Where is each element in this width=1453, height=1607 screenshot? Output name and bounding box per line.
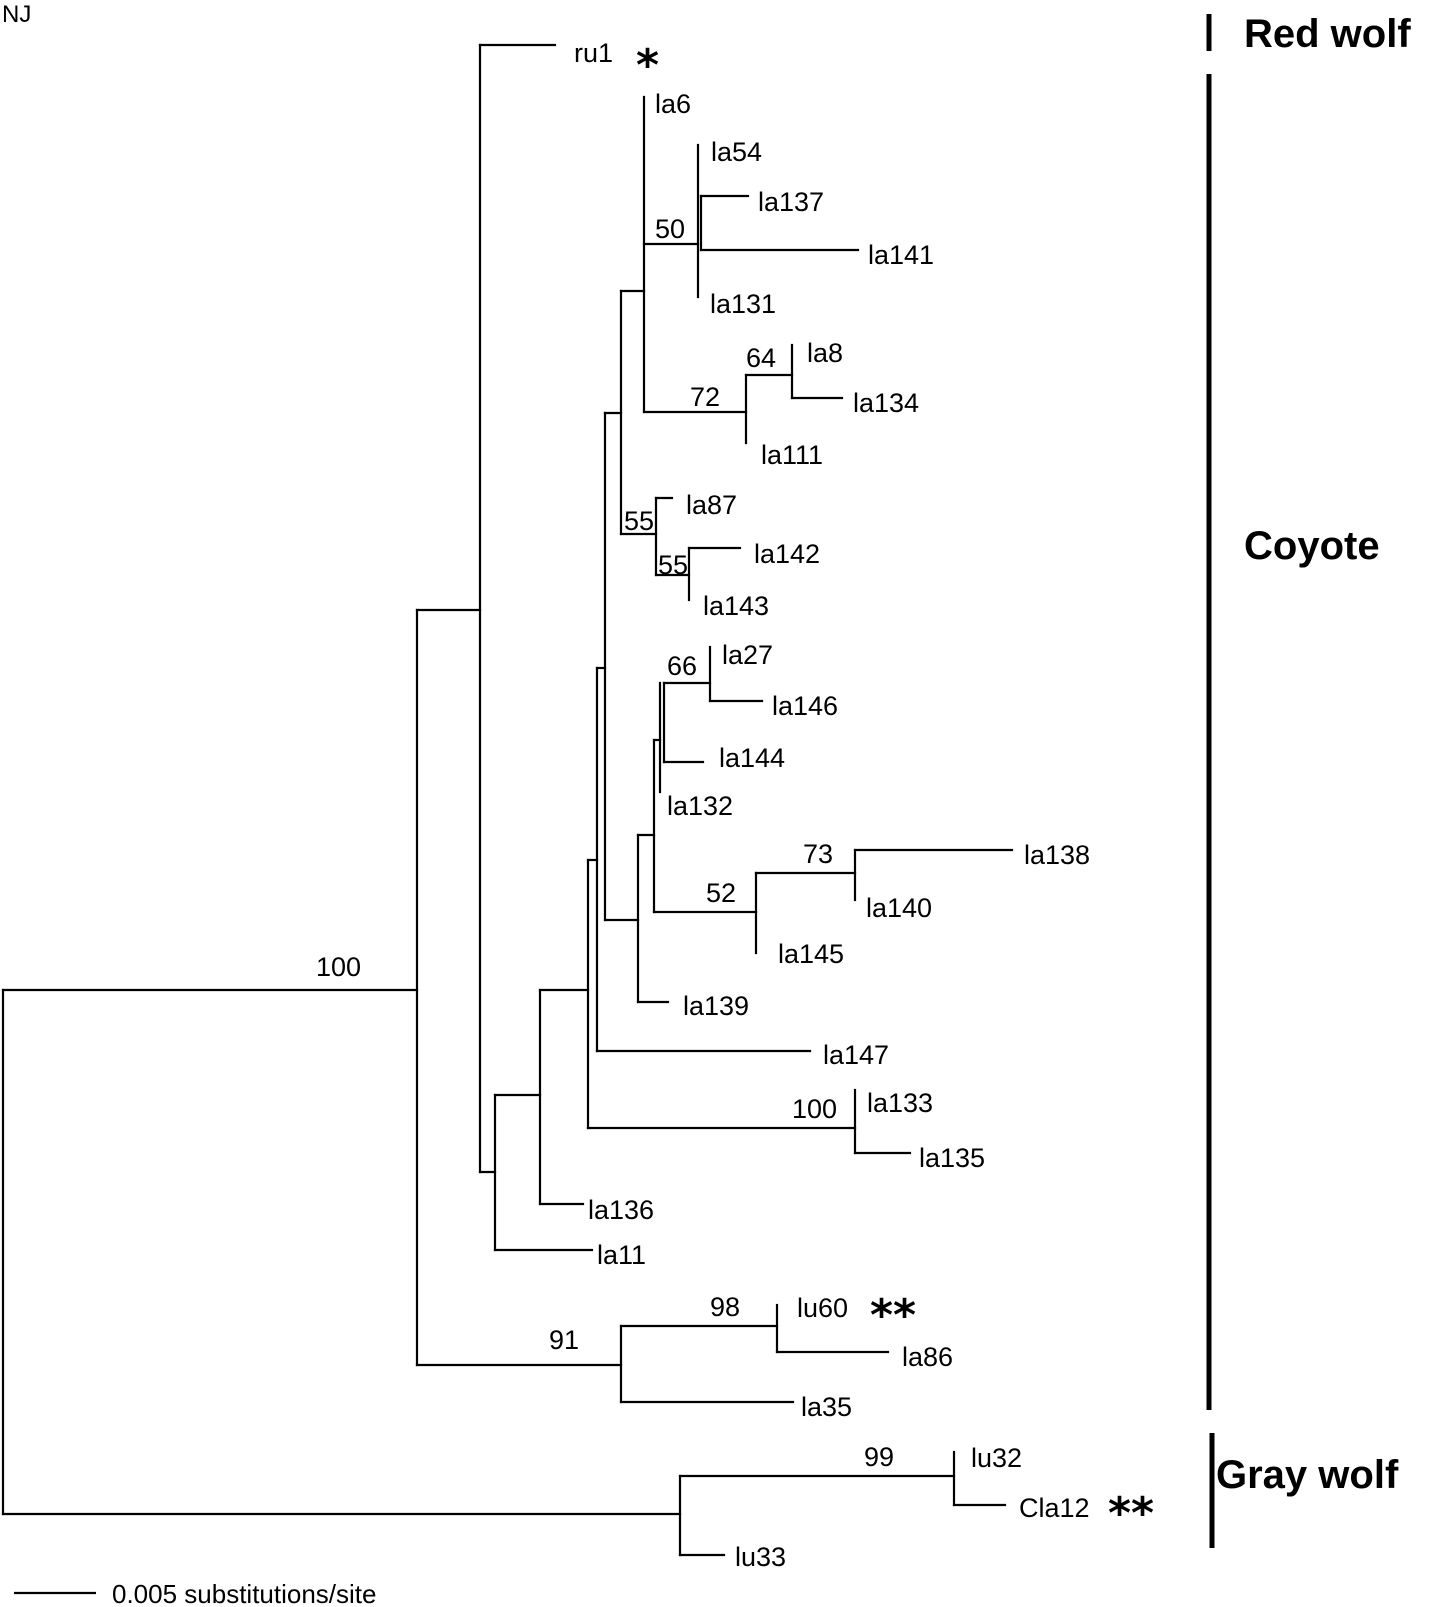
scale-bar: 0.005 substitutions/site xyxy=(14,1579,377,1607)
method-label: NJ xyxy=(2,1,31,28)
leaf-la54: la54 xyxy=(711,137,762,167)
leaf-la6: la6 xyxy=(655,89,691,119)
leaf-labels: ru1 la6 la54 la137 la141 la131 la8 la134… xyxy=(574,38,1090,1572)
leaf-la146: la146 xyxy=(772,691,838,721)
sample-markers: * ** ** xyxy=(636,40,1154,1539)
leaf-la135: la135 xyxy=(919,1143,985,1173)
bootstrap-la138-la140: 73 xyxy=(803,839,833,869)
marker-lu60: ** xyxy=(870,1290,916,1341)
leaf-la86: la86 xyxy=(902,1342,953,1372)
bootstrap-la8-la134: 64 xyxy=(746,343,776,373)
bootstrap-lu32-cla12: 99 xyxy=(864,1442,894,1472)
species-groups: Red wolf Coyote Gray wolf xyxy=(1206,12,1411,1548)
leaf-la111: la111 xyxy=(761,440,823,470)
group-label-gray-wolf: Gray wolf xyxy=(1216,1453,1399,1497)
leaf-la11: la11 xyxy=(597,1240,646,1270)
tree-branches xyxy=(1,43,1014,1557)
bootstrap-la142-la143: 55 xyxy=(658,550,688,580)
leaf-la134: la134 xyxy=(853,388,919,418)
leaf-la143: la143 xyxy=(703,591,769,621)
leaf-la140: la140 xyxy=(866,893,932,923)
leaf-la139: la139 xyxy=(683,991,749,1021)
leaf-lu60: lu60 xyxy=(797,1293,848,1323)
leaf-la137: la137 xyxy=(758,187,824,217)
leaf-la87: la87 xyxy=(686,490,737,520)
leaf-la8: la8 xyxy=(807,338,843,368)
leaf-lu33: lu33 xyxy=(735,1542,786,1572)
leaf-lu32: lu32 xyxy=(971,1443,1022,1473)
leaf-ru1: ru1 xyxy=(574,38,613,68)
leaf-la141: la141 xyxy=(868,240,934,270)
bootstrap-la8-group: 72 xyxy=(690,382,720,412)
leaf-la132: la132 xyxy=(667,791,733,821)
marker-cla12: ** xyxy=(1108,1488,1154,1539)
leaf-la136: la136 xyxy=(588,1195,654,1225)
bootstrap-values: 100 50 64 72 55 55 66 73 52 100 98 91 99 xyxy=(316,214,894,1472)
bootstrap-lu60-group: 91 xyxy=(549,1325,579,1355)
bootstrap-la87-group: 55 xyxy=(624,506,654,536)
leaf-la35: la35 xyxy=(801,1392,852,1422)
group-label-red-wolf: Red wolf xyxy=(1244,12,1411,56)
leaf-la133: la133 xyxy=(867,1088,933,1118)
marker-ru1: * xyxy=(636,40,659,91)
leaf-la145: la145 xyxy=(778,939,844,969)
leaf-cla12: Cla12 xyxy=(1019,1493,1090,1523)
bootstrap-la133-la135: 100 xyxy=(792,1094,837,1124)
leaf-la147: la147 xyxy=(823,1040,889,1070)
bootstrap-la27-la146: 66 xyxy=(667,651,697,681)
leaf-la27: la27 xyxy=(722,640,773,670)
leaf-la142: la142 xyxy=(754,539,820,569)
leaf-la131: la131 xyxy=(710,289,776,319)
leaf-la138: la138 xyxy=(1024,840,1090,870)
leaf-la144: la144 xyxy=(719,743,785,773)
scale-bar-label: 0.005 substitutions/site xyxy=(112,1579,377,1607)
group-label-coyote: Coyote xyxy=(1244,524,1380,568)
bootstrap-la138-group: 52 xyxy=(706,878,736,908)
bootstrap-root-coyote: 100 xyxy=(316,952,361,982)
bootstrap-la-group-50: 50 xyxy=(655,214,685,244)
bootstrap-lu60-la86: 98 xyxy=(710,1292,740,1322)
